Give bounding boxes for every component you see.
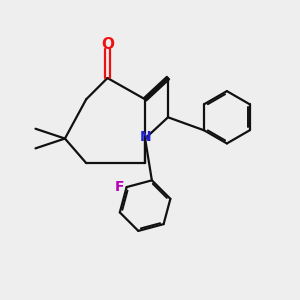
Text: F: F — [115, 180, 124, 194]
Text: N: N — [139, 130, 151, 144]
Text: O: O — [101, 37, 114, 52]
